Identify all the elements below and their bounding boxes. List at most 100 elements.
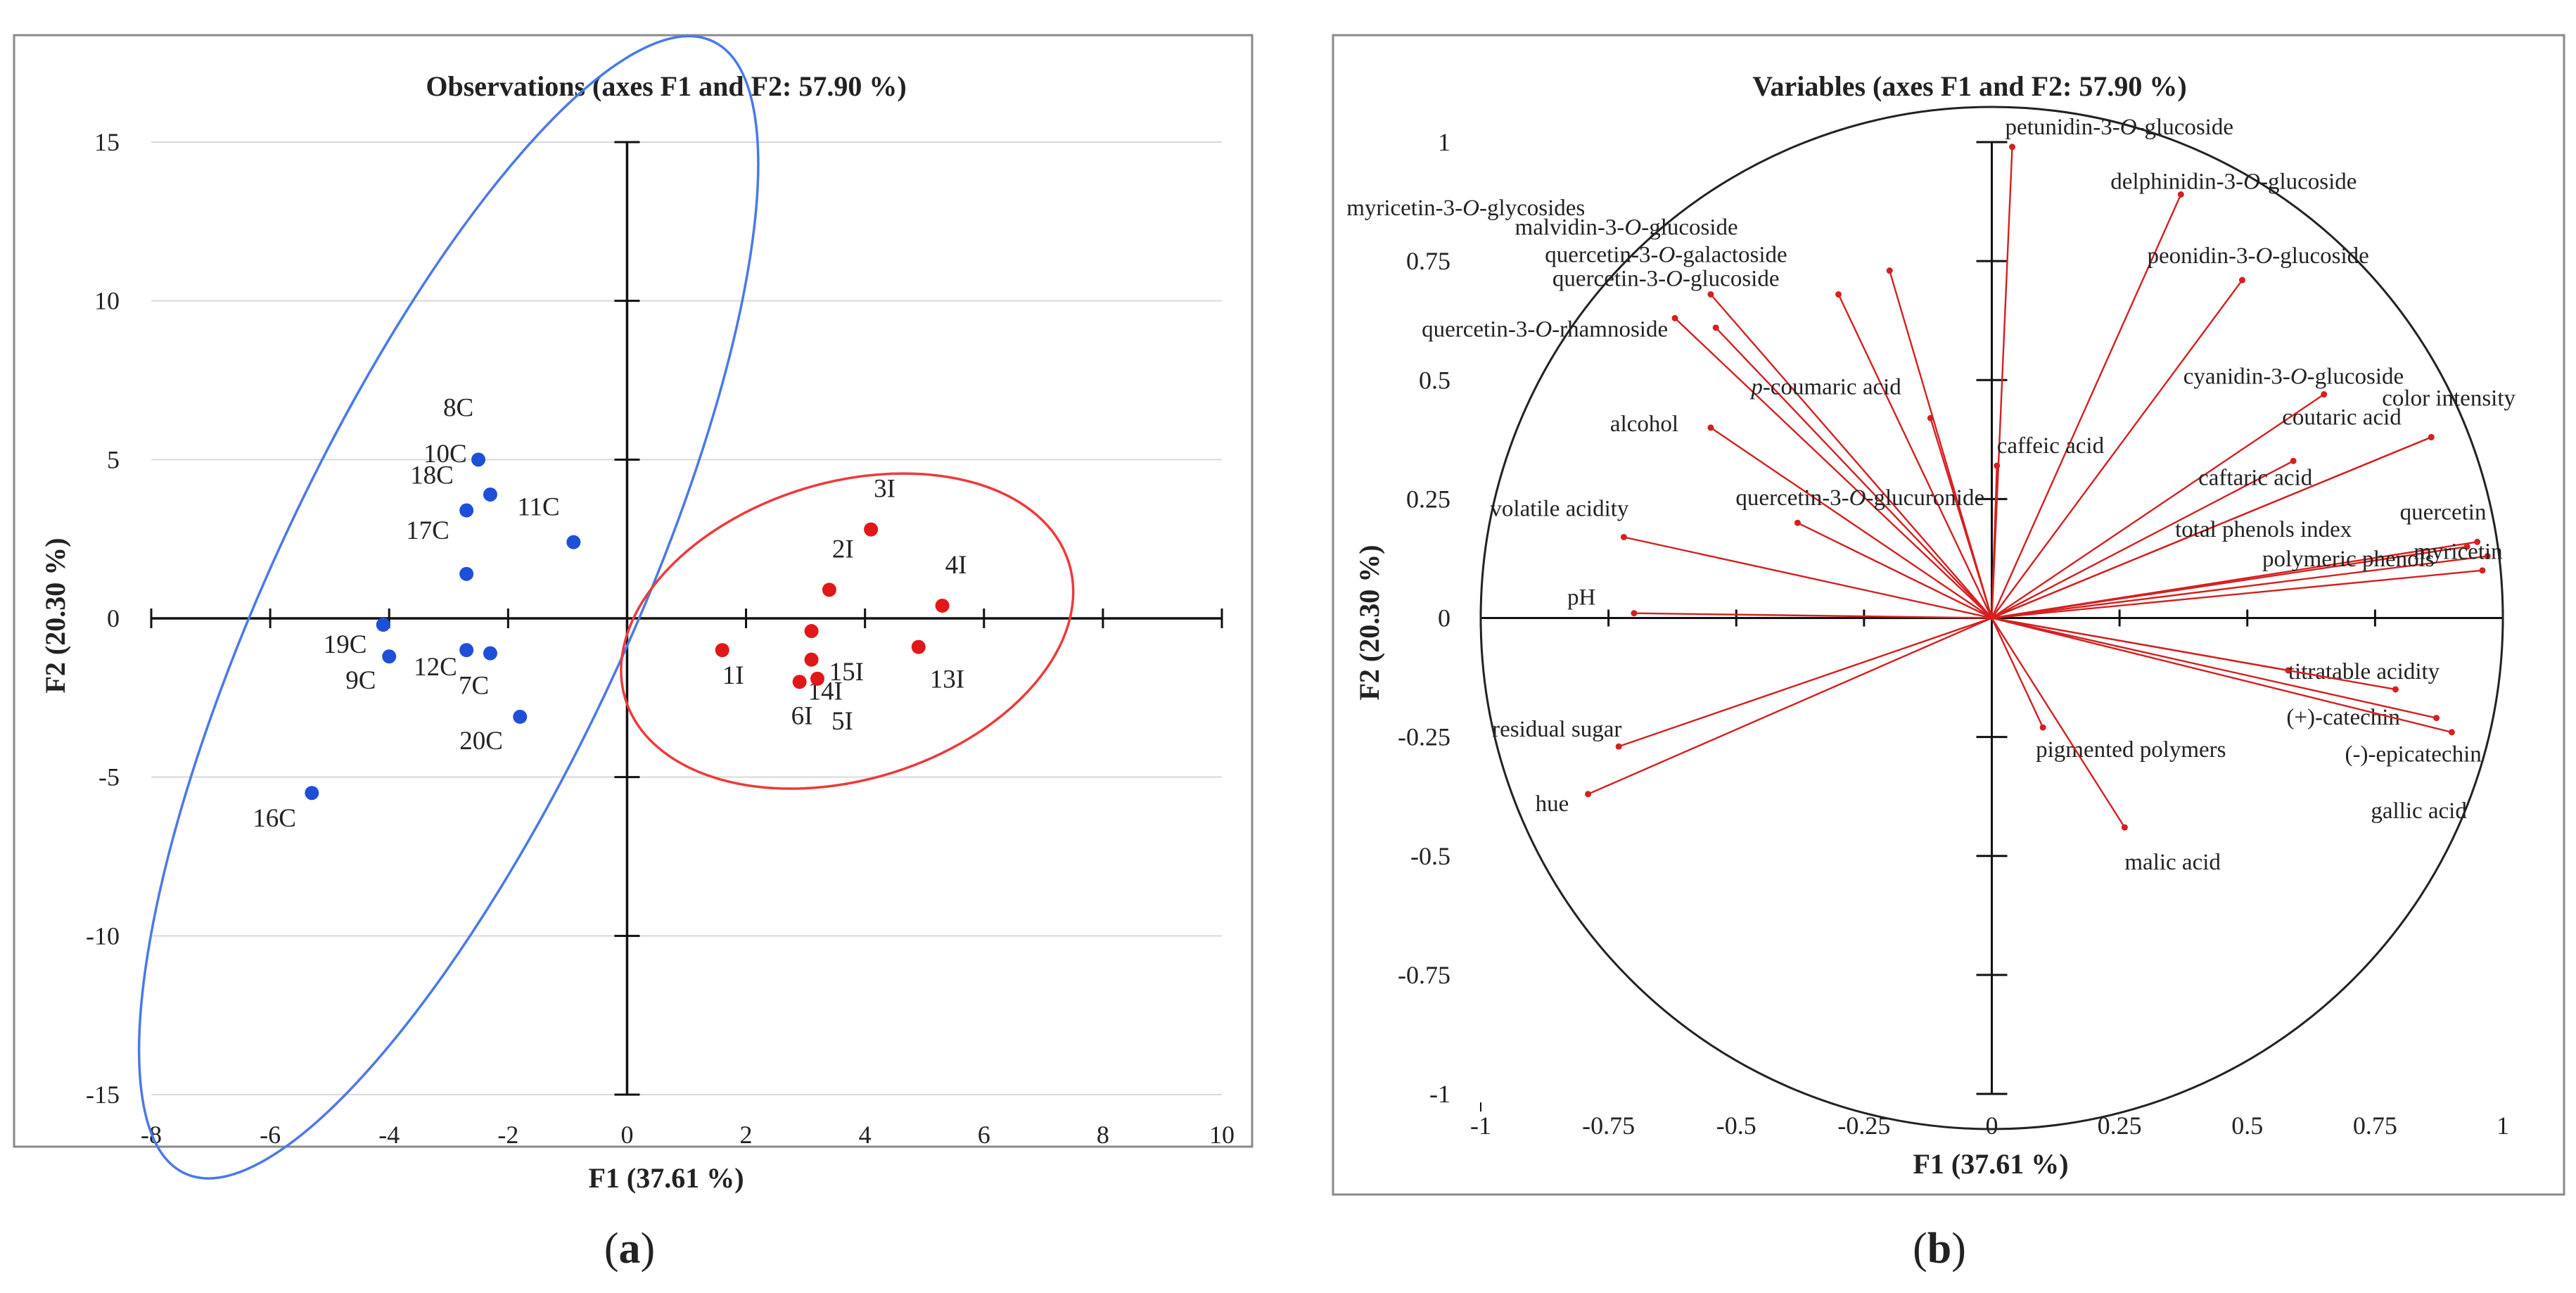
panel-a-xtick-label: 10 [1209,1121,1235,1149]
variable-label-part: titratable acidity [2288,659,2440,684]
vector-tip-epicatechin [2433,715,2440,722]
point-15i [804,624,819,639]
variable-label-gallic-acid: gallic acid [2371,798,2467,824]
point-20c [513,709,528,724]
point-11c [566,535,581,549]
variable-label-part: myricetin [2414,540,2502,565]
point-label-1i: 1I [722,661,744,690]
point-label-6i: 6I [791,701,813,730]
variable-label-caffeic-acid: caffeic acid [1997,433,2105,459]
variable-label-part: malic acid [2124,850,2221,875]
panel-a-xlabel: F1 (37.61 %) [588,1162,744,1194]
point-9c [382,649,397,664]
panel-b-ytick-label: 0.25 [1406,485,1450,513]
point-label-15i: 15I [829,658,864,687]
panel-a-ytick-label: 0 [107,604,120,632]
vector-peonidin-3-o-glucoside [1991,279,2243,619]
variable-label-part: -glucoside [2137,115,2233,140]
variable-label-part: (-)-epicatechin [2345,742,2482,767]
point-6i [792,675,807,689]
vector-tip-residual-sugar [1615,743,1622,750]
point-label-9c: 9C [345,666,376,695]
vector-myricetin [1991,555,2488,619]
panel-a-ytick-label: -15 [86,1081,120,1109]
variable-label-part: -glucuronide [1866,485,1985,511]
variable-label-part: peonidin-3- [2147,243,2255,269]
panel-b-xtick-label: -0.5 [1716,1112,1756,1140]
point-label-5i: 5I [831,707,853,736]
variable-label-part: residual sugar [1492,717,1621,742]
variable-label-part: pigmented polymers [2036,737,2226,763]
panel-b-xtick-label: 0.75 [2353,1112,2397,1140]
variable-label-part: color intensity [2382,386,2516,411]
ellipse-group-i [620,472,1075,790]
panel-b-ytick-label: -0.25 [1398,723,1450,751]
panel-a-ytick-label: -10 [86,922,120,950]
variable-label-part: delphinidin-3- [2110,169,2243,194]
point-10c [483,487,497,502]
panel-a: Observations (axes F1 and F2: 57.90 %) F… [13,34,1254,1273]
vector-delphinidin-3-o-glucoside [1991,193,2182,618]
panel-a-axes [150,141,1223,1096]
variable-label-catechin: (+)-catechin [2286,705,2400,730]
vector-total-phenols-index [1991,545,2468,619]
point-label-13i: 13I [930,665,964,694]
variable-label-part: -glucoside [2260,169,2357,194]
panel-b-xtick-label: 1 [2497,1112,2509,1140]
panel-b-ytick-label: 1 [1438,128,1450,156]
variable-label-part: polymeric phenols [2262,547,2435,572]
vector-tip-caffeic-acid [1994,462,2001,469]
panel-b-xlabel: F1 (37.61 %) [1913,1148,2068,1180]
variable-label-part: -galactoside [1675,243,1787,268]
variable-label-quercetin-3-o-glucoside: quercetin-3-O-glucoside [1552,266,1780,291]
panel-a-ytick-label: 5 [107,445,120,473]
variable-label-color-intensity: color intensity [2382,386,2516,411]
vector-tip-total-phenols-index [2463,543,2470,550]
variable-label-epicatechin: (-)-epicatechin [2345,742,2482,767]
variable-label-part: -coumaric acid [1763,374,1901,400]
variable-label-malic-acid: malic acid [2124,850,2221,875]
variable-label-quercetin: quercetin [2400,499,2487,525]
panel-b-ytick-label: 0 [1438,604,1450,632]
variable-label-quercetin-3-o-galactoside: quercetin-3-O-galactoside [1545,243,1787,268]
variable-label-part: (+)-catechin [2286,705,2400,730]
variable-label-part: pH [1567,585,1595,611]
variable-label-quercetin-3-o-rhamnoside: quercetin-3-O-rhamnoside [1422,317,1668,342]
variable-label-italic-part: O [1658,243,1675,268]
vector-alcohol [1710,426,1993,619]
point-5i [810,671,825,686]
panel-a-xtick-label: -4 [378,1121,400,1149]
variable-label-pigmented-polymers: pigmented polymers [2036,737,2226,763]
point-label-7c: 7C [459,672,489,701]
panel-b-ytick-label: -0.75 [1398,961,1450,989]
variable-label-quercetin-3-o-glucuronide: quercetin-3-O-glucuronide [1735,485,1984,511]
variable-label-myricetin-3-o-glycosides: myricetin-3-O-glycosides [1346,196,1585,221]
variable-label-peonidin-3-o-glucoside: peonidin-3-O-glucoside [2147,243,2368,269]
point-18c [459,503,474,518]
variable-label-part: gallic acid [2371,798,2467,824]
vector-tip-quercetin-3-o-rhamnoside [1671,314,1678,321]
variable-label-italic-part: O [2120,115,2137,140]
variable-label-polymeric-phenols: polymeric phenols [2262,547,2435,572]
variable-label-part: myricetin-3- [1346,196,1462,221]
point-label-2i: 2I [832,535,854,563]
vector-tip-gallic-acid [2448,729,2455,736]
point-label-11c: 11C [517,493,559,522]
variable-label-part: quercetin-3- [1735,485,1849,511]
vector-catechin [1991,617,2396,691]
variable-label-part: quercetin-3- [1545,243,1658,268]
panel-b-frame [1332,34,2565,1196]
variable-label-part: coutaric acid [2282,405,2402,430]
variable-label-delphinidin-3-o-glucoside: delphinidin-3-O-glucoside [2110,169,2357,194]
panel-b: Variables (axes F1 and F2: 57.90 %) F1 (… [1332,34,2565,1273]
variable-label-part: -glycosides [1479,196,1585,221]
variable-label-part: quercetin-3- [1552,266,1666,291]
panel-a-ytick-label: 15 [94,128,120,156]
variable-label-total-phenols-index: total phenols index [2175,517,2352,542]
vector-tip-pigmented-polymers [2039,724,2046,731]
panel-b-title: Variables (axes F1 and F2: 57.90 %) [1752,70,2186,102]
variable-label-coutaric-acid: coutaric acid [2282,405,2402,430]
panel-a-title: Observations (axes F1 and F2: 57.90 %) [426,70,906,102]
vector-tip-myricetin [2484,553,2491,560]
